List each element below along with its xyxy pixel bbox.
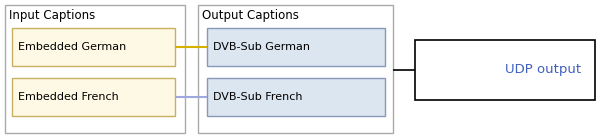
Text: DVB-Sub French: DVB-Sub French — [213, 92, 303, 102]
Text: Embedded French: Embedded French — [18, 92, 119, 102]
Bar — [198, 5, 393, 133]
Bar — [415, 40, 595, 100]
Bar — [207, 28, 385, 66]
Bar — [12, 78, 175, 116]
Text: Output Captions: Output Captions — [202, 9, 299, 22]
Bar — [5, 5, 185, 133]
Text: Embedded German: Embedded German — [18, 42, 126, 52]
Bar — [207, 78, 385, 116]
Bar — [12, 28, 175, 66]
Text: Input Captions: Input Captions — [9, 9, 95, 22]
Text: UDP output: UDP output — [505, 64, 581, 76]
Text: DVB-Sub German: DVB-Sub German — [213, 42, 310, 52]
